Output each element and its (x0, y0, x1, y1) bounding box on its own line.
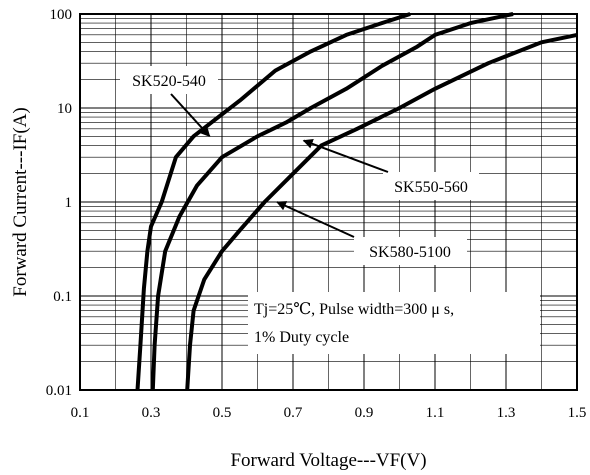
series-arrow-3 (276, 201, 355, 238)
y-axis-title: Forward Current---IF(A) (10, 107, 31, 296)
series-curves (135, 12, 578, 391)
y-tick-label: 0.1 (53, 289, 72, 305)
series-label-bg (354, 237, 467, 265)
x-tick-label: 0.7 (284, 405, 303, 421)
series-line-1 (135, 12, 411, 391)
x-tick-label: 1.3 (497, 405, 516, 421)
tick-labels: 0.1 0.3 0.5 0.7 0.9 1.1 1.3 1.5 0.01 0.1 1 10 100 (46, 7, 587, 421)
x-tick-label: 0.1 (71, 405, 90, 421)
series-label-bg (120, 66, 218, 94)
annotation-line-2: 1% Duty cycle (254, 329, 349, 346)
annotation-bg (248, 292, 540, 354)
y-tick-label: 10 (57, 101, 72, 117)
x-axis-title: Forward Voltage---VF(V) (230, 450, 426, 471)
series-label-3: SK580-5100 (369, 244, 451, 261)
annotation-box: Tj=25℃, Pulse width=300 μ s, 1% Duty cycl… (248, 292, 540, 354)
x-tick-label: 0.3 (142, 405, 161, 421)
series-label-2: SK550-560 (394, 179, 468, 196)
x-tick-label: 0.9 (355, 405, 374, 421)
series-arrow-1 (170, 93, 211, 138)
series-arrow-2 (302, 139, 389, 173)
x-tick-label: 1.5 (568, 405, 587, 421)
y-tick-label: 1 (65, 195, 73, 211)
annotation-line-1: Tj=25℃, Pulse width=300 μ s, (254, 301, 454, 318)
series-callouts: SK520-540 SK550-560 SK580-5100 (120, 66, 479, 265)
x-tick-label: 1.1 (426, 405, 445, 421)
series-label-1: SK520-540 (132, 73, 206, 90)
series-line-3 (185, 32, 578, 391)
x-tick-label: 0.5 (213, 405, 232, 421)
series-line-2 (150, 12, 514, 391)
y-tick-label: 0.01 (46, 383, 72, 399)
plot-frame (79, 13, 578, 391)
series-label-bg (383, 172, 479, 200)
y-tick-label: 100 (50, 7, 73, 23)
